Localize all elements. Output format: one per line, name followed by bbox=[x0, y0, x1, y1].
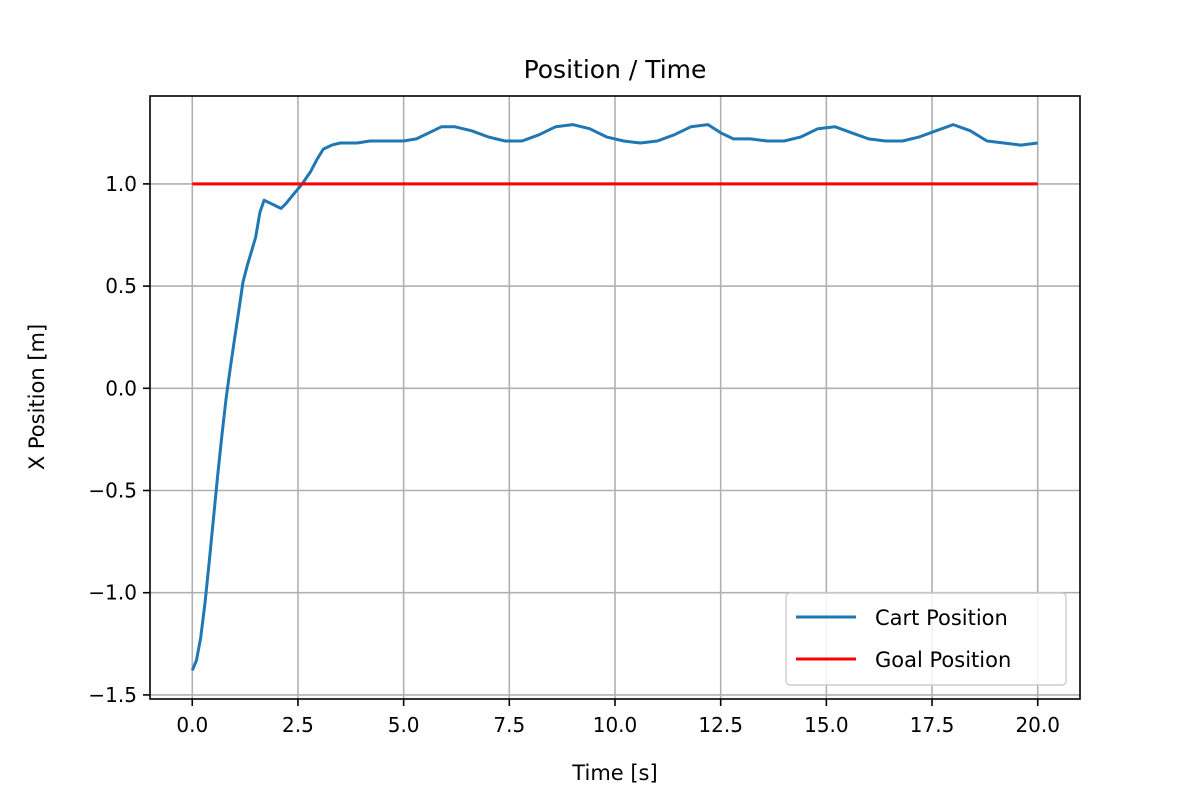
y-axis-label: X Position [m] bbox=[25, 324, 49, 470]
x-tick-label: 12.5 bbox=[698, 713, 743, 737]
y-tick-label: −1.0 bbox=[88, 581, 137, 605]
x-tick-label: 15.0 bbox=[804, 713, 849, 737]
y-tick-label: −0.5 bbox=[88, 479, 137, 503]
x-tick-label: 20.0 bbox=[1015, 713, 1060, 737]
x-tick-label: 0.0 bbox=[176, 713, 208, 737]
series-line-cart-position bbox=[190, 123, 1038, 671]
y-ticks: −1.5 −1.0 −0.5 0.0 0.5 1.0 bbox=[88, 172, 150, 707]
x-tick-label: 10.0 bbox=[593, 713, 638, 737]
x-tick-label: 7.5 bbox=[493, 713, 525, 737]
y-tick-label: −1.5 bbox=[88, 683, 137, 707]
x-axis-label: Time [s] bbox=[571, 761, 657, 785]
legend-label-cart-position: Cart Position bbox=[875, 606, 1008, 630]
y-tick-label: 1.0 bbox=[105, 172, 137, 196]
y-tick-label: 0.5 bbox=[105, 274, 137, 298]
x-ticks: 0.0 2.5 5.0 7.5 10.0 12.5 15.0 17.5 20.0 bbox=[176, 699, 1060, 737]
chart-title: Position / Time bbox=[524, 55, 707, 84]
x-tick-label: 2.5 bbox=[282, 713, 314, 737]
legend-label-goal-position: Goal Position bbox=[875, 648, 1011, 672]
y-tick-label: 0.0 bbox=[105, 376, 137, 400]
x-tick-label: 5.0 bbox=[388, 713, 420, 737]
series-layer bbox=[190, 123, 1038, 671]
legend: Cart Position Goal Position bbox=[785, 592, 1067, 686]
x-tick-label: 17.5 bbox=[910, 713, 955, 737]
